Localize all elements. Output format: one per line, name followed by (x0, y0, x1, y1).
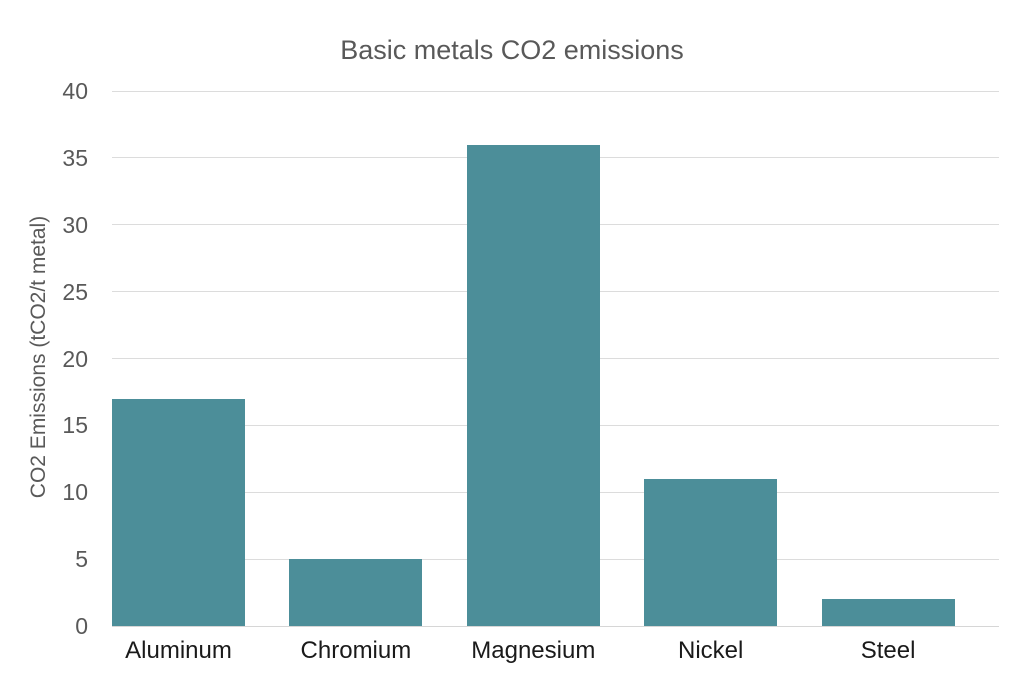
x-tick-label-steel: Steel (860, 637, 916, 664)
x-tick-label-nickel: Nickel (678, 637, 744, 664)
bar-nickel (644, 478, 778, 626)
y-tick-label-5: 5 (75, 546, 88, 573)
bar-chromium (289, 559, 423, 626)
y-tick-label-25: 25 (62, 278, 88, 305)
x-tick-label-aluminum: Aluminum (125, 637, 232, 664)
gridline-y40 (112, 90, 999, 92)
x-tick-label-chromium: Chromium (300, 637, 412, 664)
y-tick-label-40: 40 (62, 78, 88, 104)
bar-magnesium (466, 144, 600, 626)
y-tick-label-30: 30 (62, 211, 88, 238)
y-tick-label-35: 35 (62, 144, 88, 171)
y-tick-label-0: 0 (75, 613, 88, 639)
y-tick-label-20: 20 (62, 345, 88, 372)
bar-aluminum (112, 398, 245, 626)
y-tick-label-10: 10 (62, 479, 88, 506)
chart-title: Basic metals CO2 emissions (340, 35, 684, 65)
y-tick-label-15: 15 (62, 412, 88, 439)
bar-steel (821, 599, 955, 626)
x-tick-label-magnesium: Magnesium (471, 637, 596, 664)
x-axis-line (112, 625, 999, 627)
